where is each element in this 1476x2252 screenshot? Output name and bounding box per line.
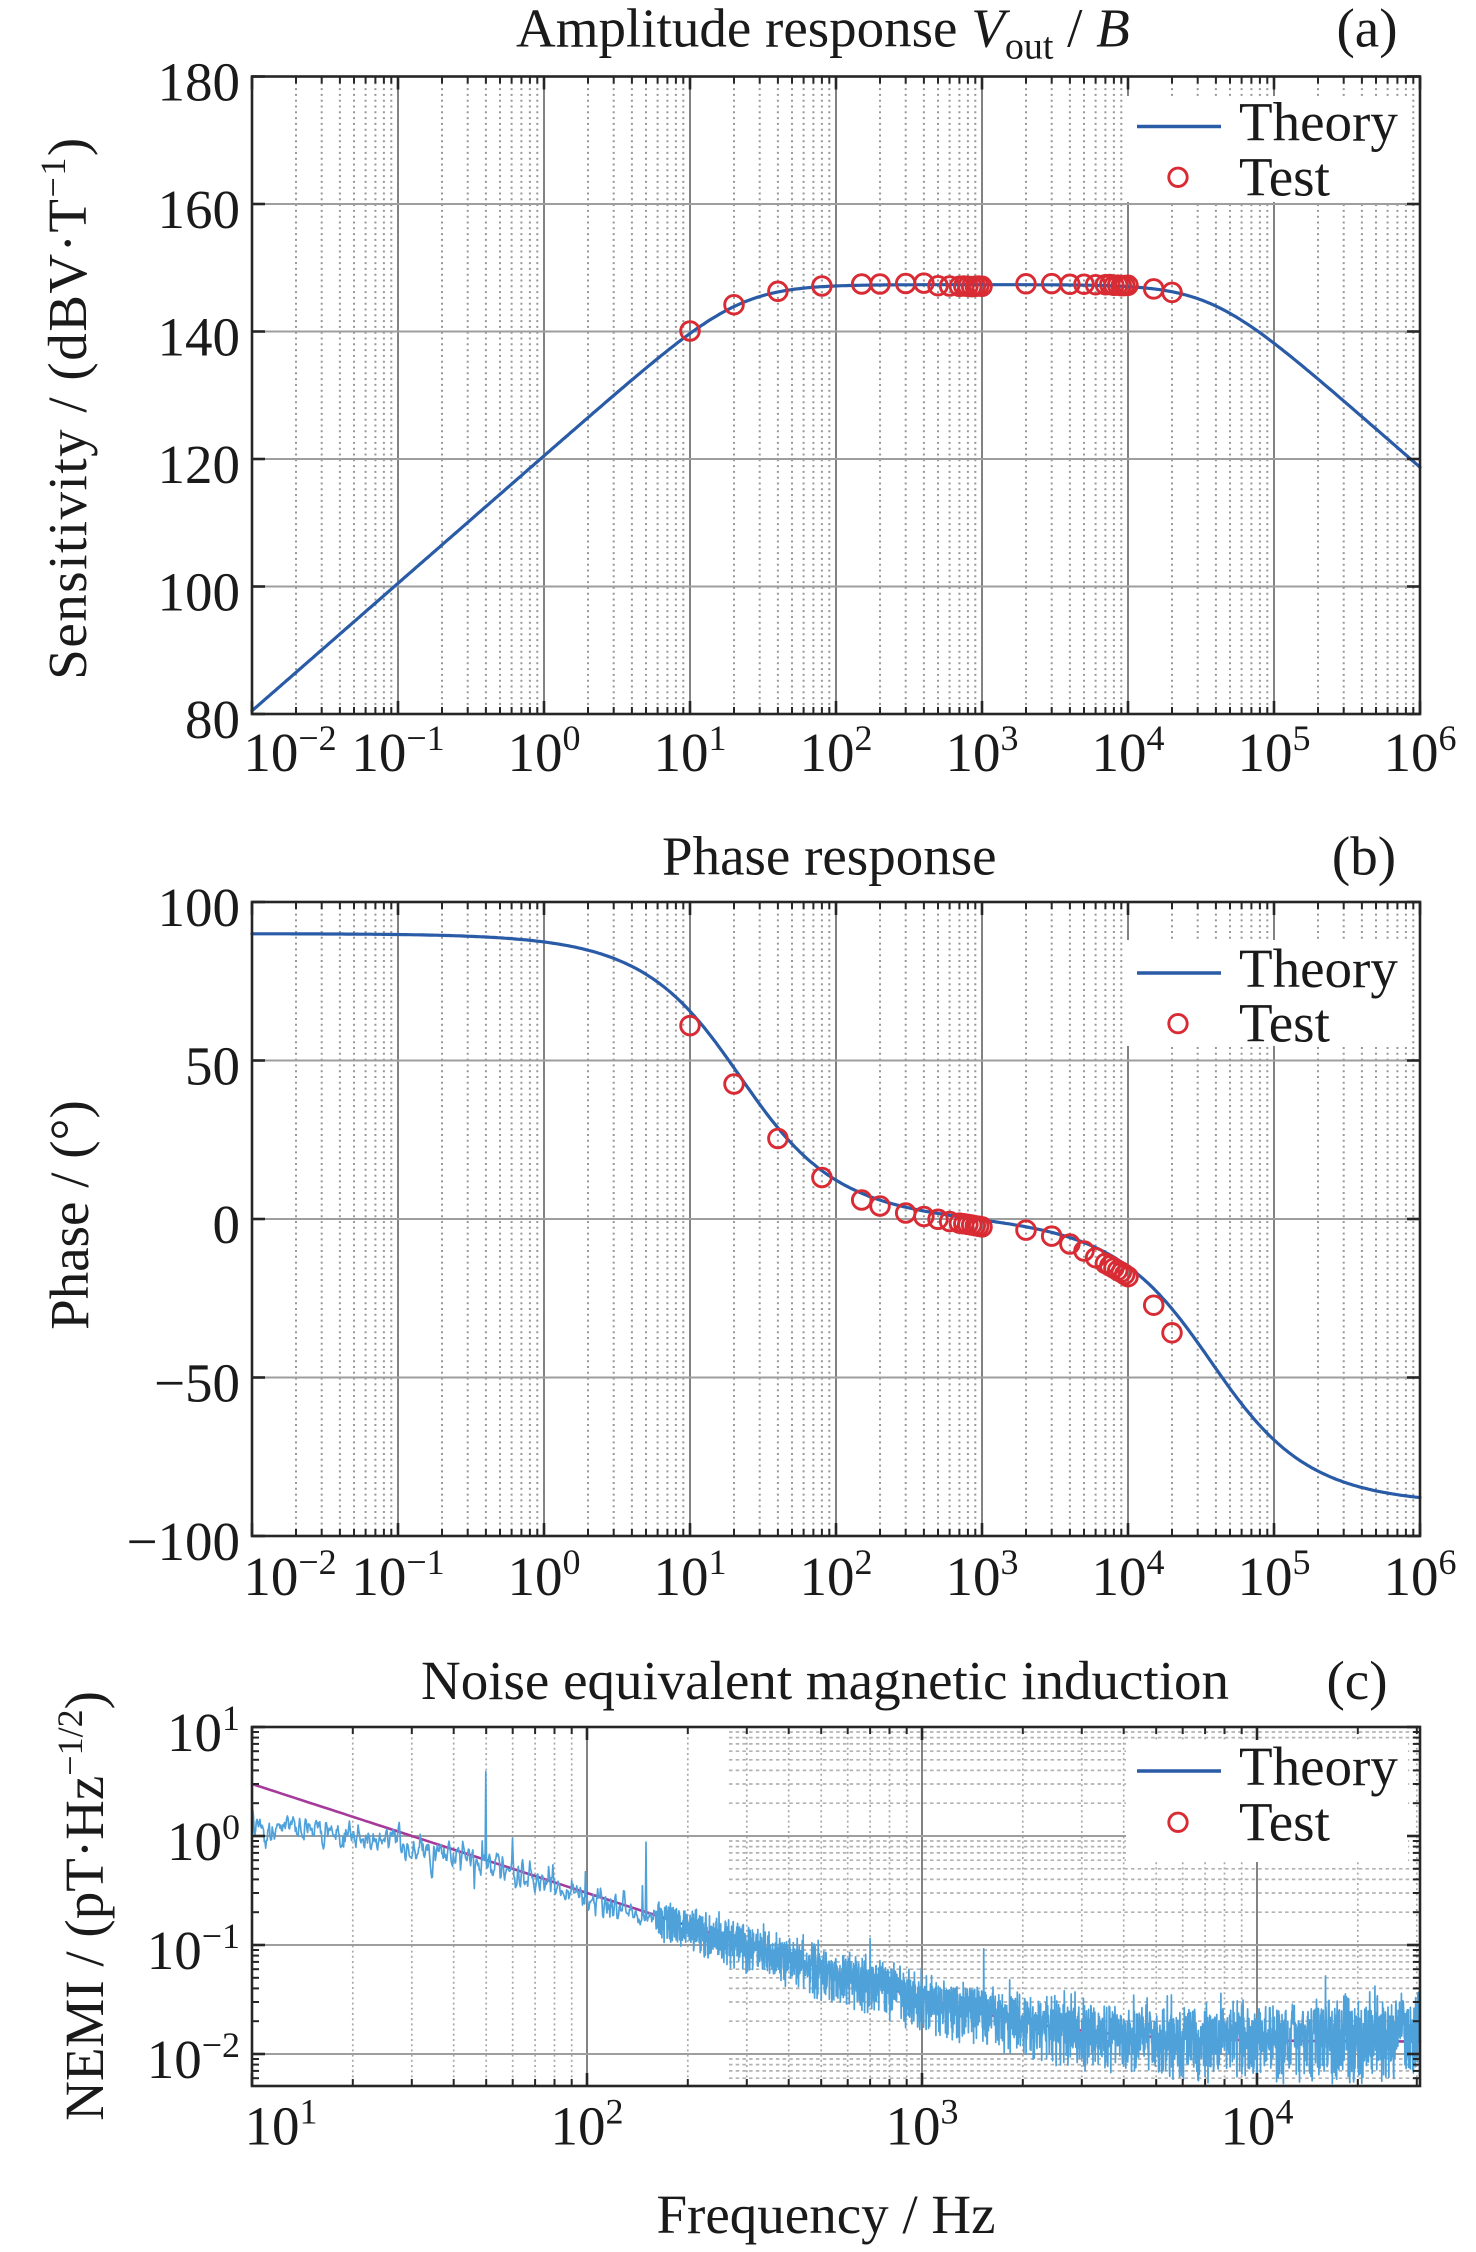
svg-text:Theory: Theory: [1239, 938, 1398, 999]
svg-text:102: 102: [551, 2092, 624, 2157]
svg-text:10−2: 10−2: [243, 1542, 336, 1607]
svg-text:120: 120: [158, 434, 241, 495]
svg-text:100: 100: [158, 562, 241, 623]
svg-text:(c): (c): [1326, 1650, 1387, 1711]
svg-text:100: 100: [508, 1542, 581, 1607]
svg-text:80: 80: [185, 689, 240, 750]
svg-text:(b): (b): [1332, 826, 1396, 887]
svg-text:Phase response: Phase response: [662, 826, 997, 887]
svg-text:Theory: Theory: [1239, 1736, 1398, 1797]
svg-text:Test: Test: [1239, 993, 1330, 1054]
svg-text:Phase / (°): Phase / (°): [39, 1100, 100, 1330]
svg-text:−50: −50: [154, 1353, 240, 1414]
svg-text:Theory: Theory: [1239, 92, 1398, 153]
svg-text:101: 101: [167, 1698, 240, 1763]
svg-text:(a): (a): [1336, 0, 1397, 59]
svg-text:100: 100: [158, 877, 241, 938]
svg-text:50: 50: [185, 1036, 240, 1097]
svg-text:105: 105: [1238, 718, 1311, 783]
svg-text:Noise equivalent magnetic indu: Noise equivalent magnetic induction: [421, 1650, 1229, 1711]
svg-text:105: 105: [1238, 1542, 1311, 1607]
svg-text:160: 160: [158, 179, 241, 240]
svg-text:Test: Test: [1239, 1791, 1330, 1852]
svg-text:−100: −100: [126, 1511, 240, 1572]
svg-text:Sensitivity / (dBV·T−1): Sensitivity / (dBV·T−1): [33, 136, 98, 679]
svg-text:Test: Test: [1239, 146, 1330, 207]
svg-text:180: 180: [158, 52, 241, 113]
svg-text:0: 0: [213, 1194, 241, 1255]
svg-text:Frequency / Hz: Frequency / Hz: [656, 2184, 995, 2245]
svg-text:140: 140: [158, 307, 241, 368]
